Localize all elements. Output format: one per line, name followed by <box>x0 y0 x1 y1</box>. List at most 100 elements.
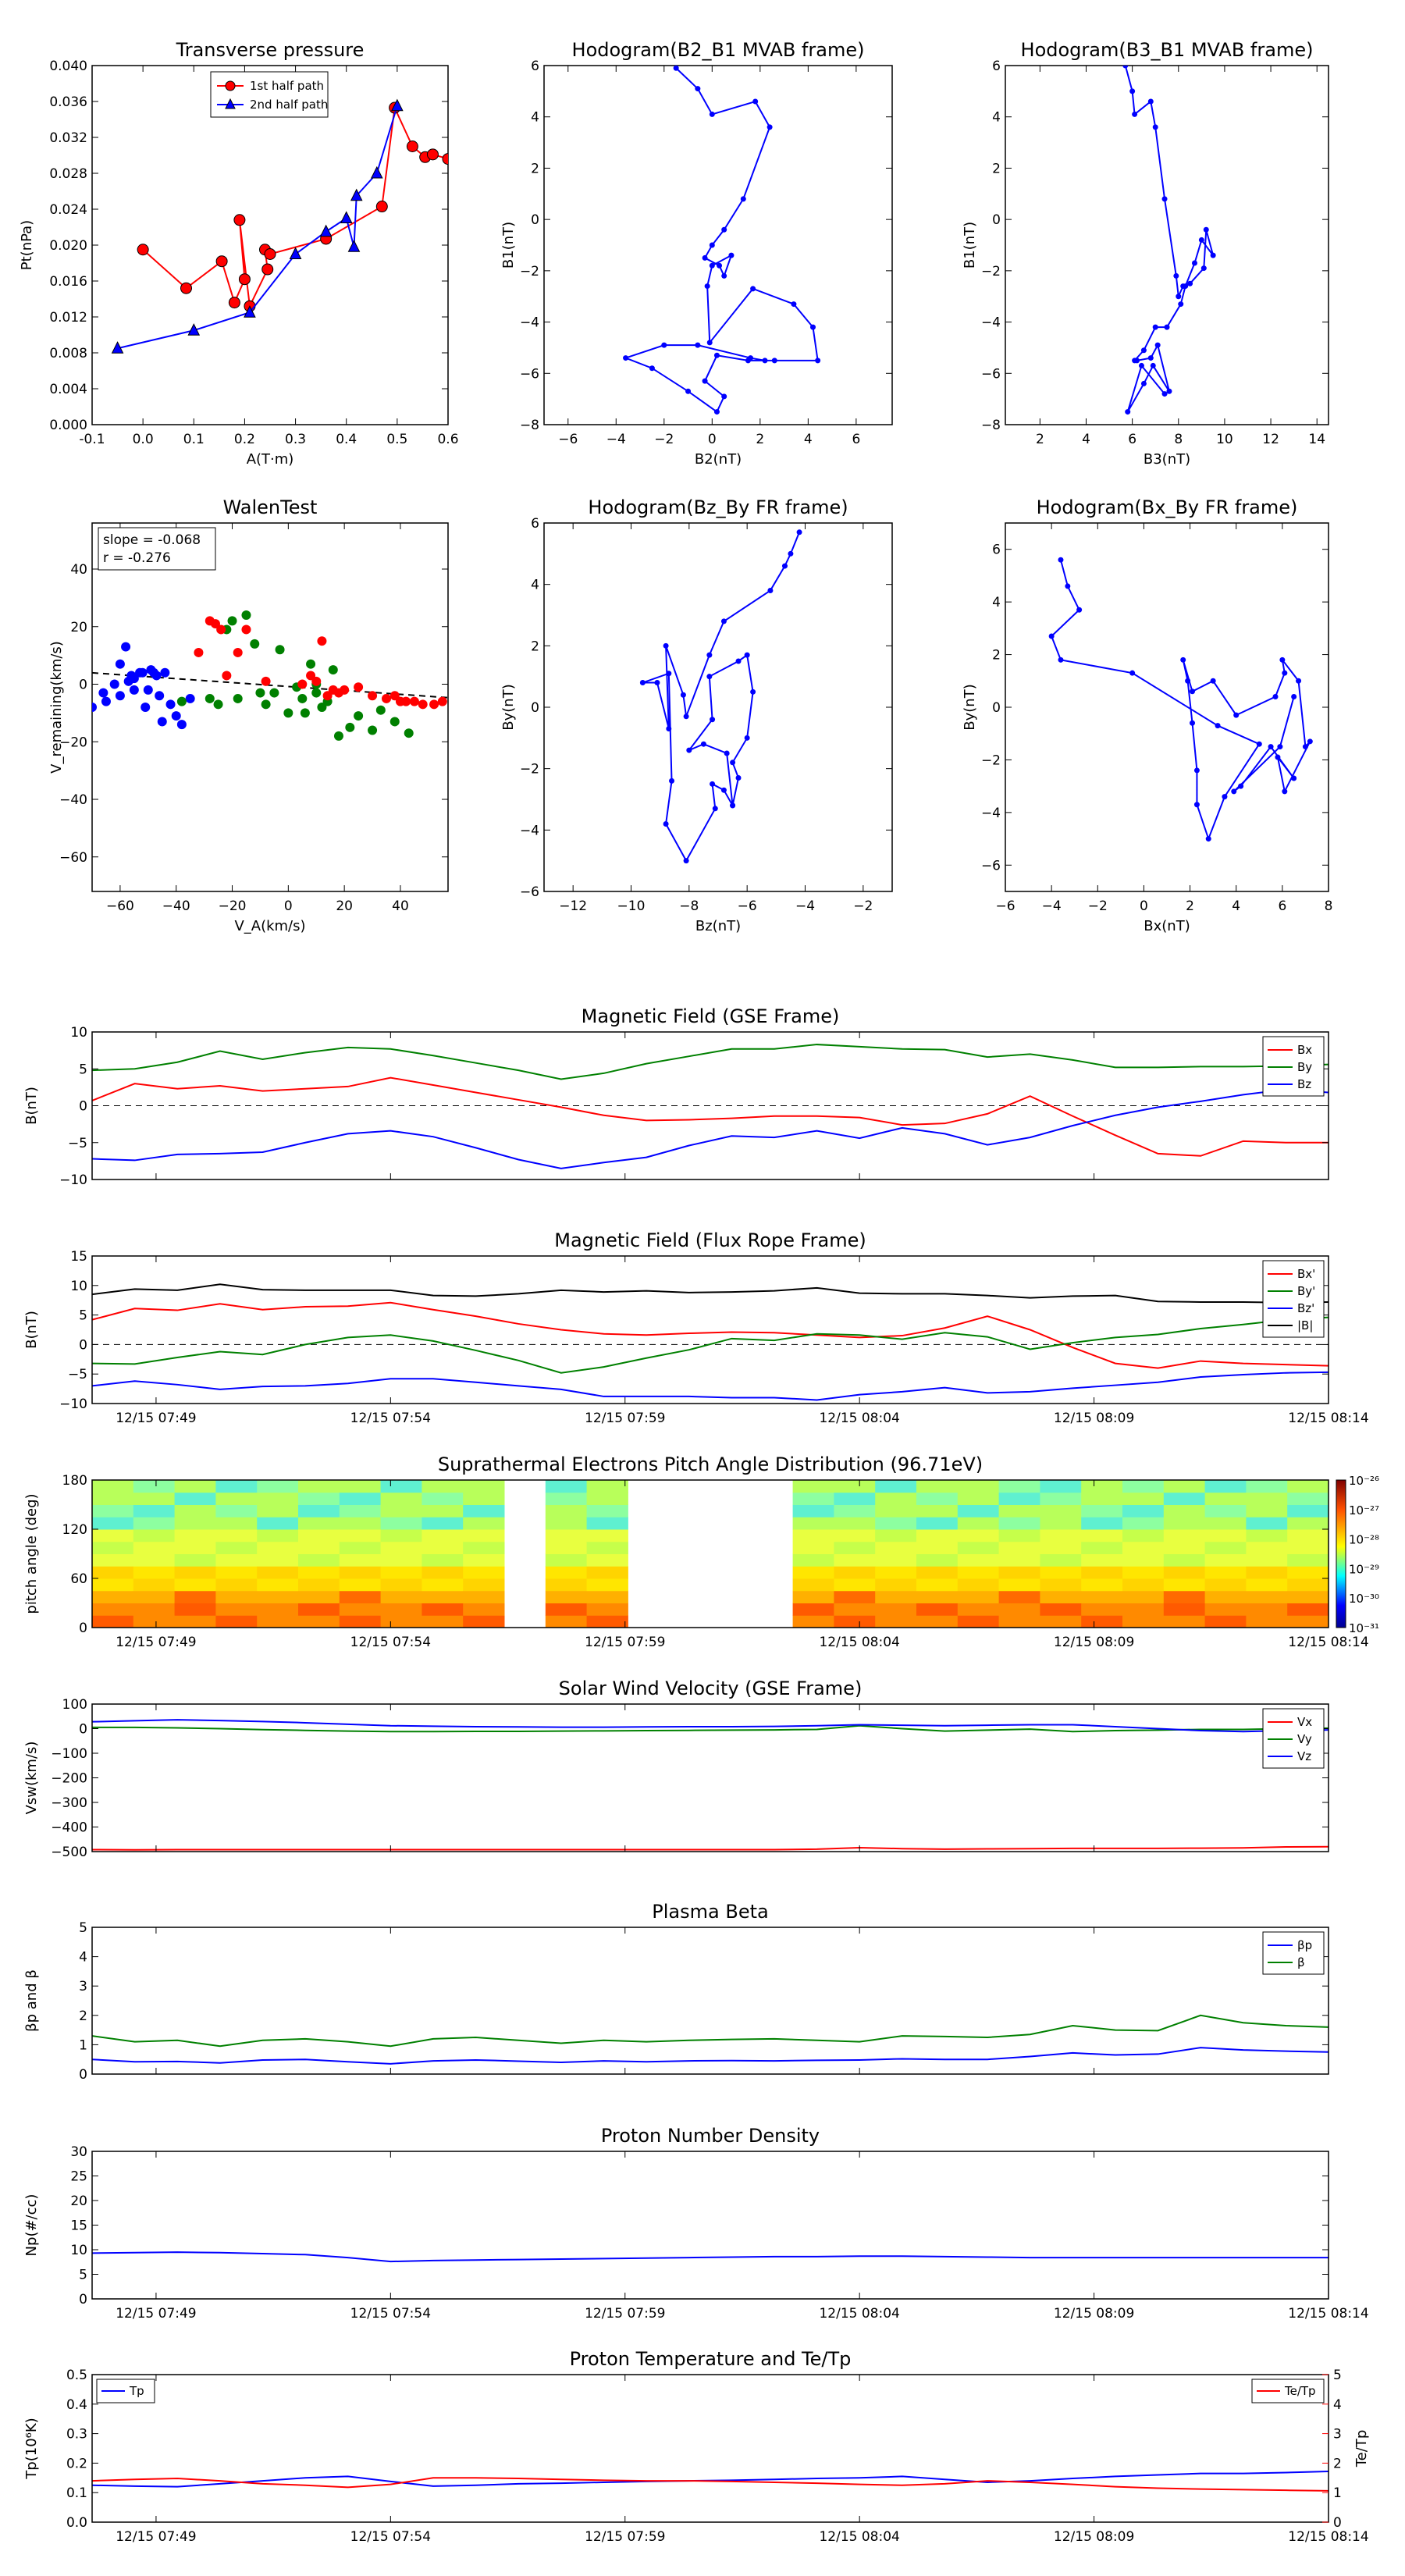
panel-4-point <box>429 699 439 710</box>
panel-9-ytick-label: 180 <box>62 1473 87 1489</box>
panel-4-ytick-label: −60 <box>59 850 87 866</box>
panel-3-point <box>1176 294 1182 300</box>
panel-6-point <box>1222 794 1228 800</box>
panel-4-annotation-text: r = -0.276 <box>103 550 171 566</box>
panel-9-cell <box>1287 1492 1329 1505</box>
panel-9-cell <box>834 1553 876 1567</box>
panel-4-point <box>261 699 271 710</box>
panel-3-ytick-label: 2 <box>992 161 1001 176</box>
panel-11-ytick-label: 0 <box>79 2067 87 2083</box>
panel-6-title: Hodogram(Bx_By FR frame) <box>1037 496 1298 518</box>
panel-9-cell <box>875 1553 917 1567</box>
panel-10-series-3-line <box>91 1719 1329 1733</box>
panel-9-cell <box>215 1603 258 1616</box>
panel-9-cell <box>1163 1590 1206 1603</box>
panel-9-cell <box>463 1615 505 1628</box>
panel-9-cell <box>174 1566 216 1579</box>
panel-4-point <box>115 691 125 701</box>
panel-9-cell <box>215 1480 258 1493</box>
panel-9-cell <box>1204 1529 1247 1542</box>
panel-4-point <box>437 696 447 706</box>
panel-6-point <box>1277 744 1283 750</box>
panel-8-ylabel: B(nT) <box>23 1311 40 1349</box>
panel-7-ytick-label: −5 <box>68 1136 87 1151</box>
panel-3-xtick-label: 8 <box>1174 432 1183 447</box>
panel-7-legend-label: Bz <box>1297 1077 1311 1091</box>
panel-9-cell <box>1163 1480 1206 1493</box>
panel-9-cell <box>1122 1578 1165 1592</box>
panel-9-cell <box>586 1541 628 1554</box>
panel-9-cell <box>1246 1541 1288 1554</box>
panel-3-point <box>1125 409 1131 415</box>
panel-9-cell <box>792 1492 834 1505</box>
panel-9-cell <box>834 1541 876 1554</box>
panel-11-ylabel: βp and β <box>23 1969 40 2032</box>
panel-1-legend-label: 1st half path <box>250 79 324 93</box>
panel-3-point <box>1187 280 1193 286</box>
panel-1-point <box>111 341 124 354</box>
panel-9-cell <box>380 1529 422 1542</box>
panel-9-cell <box>133 1541 176 1554</box>
panel-6-point <box>1307 738 1313 745</box>
panel-1-point <box>340 211 353 223</box>
panel-1-ytick-label: 0.020 <box>49 238 87 254</box>
panel-9-cell <box>545 1529 588 1542</box>
panel-9-cell <box>792 1603 834 1616</box>
panel-13-legend-label: Te/Tp <box>1284 2384 1316 2398</box>
panel-9-cell <box>998 1504 1040 1517</box>
panel-13-xtick-label: 12/15 07:49 <box>116 2529 196 2545</box>
panel-9-cell <box>834 1590 876 1603</box>
panel-9-cell <box>1122 1504 1165 1517</box>
panel-11-ytick-label: 3 <box>79 1979 87 1994</box>
panel-6-series-1-line <box>1050 559 1311 841</box>
panel-9-cell <box>133 1590 176 1603</box>
panel-3-point <box>1166 388 1172 394</box>
panel-9-cell <box>1204 1578 1247 1592</box>
panel-9-cell <box>174 1615 216 1628</box>
panel-9-cell <box>916 1578 959 1592</box>
panel-3-ylabel: B1(nT) <box>962 222 978 269</box>
panel-8-title: Magnetic Field (Flux Rope Frame) <box>554 1229 866 1251</box>
panel-9-cell <box>834 1504 876 1517</box>
panel-13-frame <box>91 2374 1329 2523</box>
panel-9-cell <box>380 1517 422 1530</box>
panel-4-point <box>165 699 176 710</box>
panel-9-cell <box>133 1517 176 1530</box>
panel-5-ytick-label: 4 <box>531 578 539 593</box>
panel-5-series-1-line <box>642 532 800 863</box>
panel-13-ytick-label: 0.3 <box>66 2427 87 2443</box>
panel-9-colorbar-label: 10⁻²⁶ <box>1349 1474 1379 1488</box>
panel-5-xtick-label: −2 <box>853 898 873 914</box>
panel-4-point <box>322 691 333 701</box>
panel-9-cell <box>380 1541 422 1554</box>
panel-9-cell <box>957 1529 1000 1542</box>
panel-9-xtick-label: 12/15 08:09 <box>1054 1635 1134 1650</box>
panel-13-ytick-label: 0.5 <box>66 2368 87 2383</box>
panel-4-point <box>269 688 279 698</box>
panel-9-cell <box>1246 1603 1288 1616</box>
panel-4-point <box>368 691 378 701</box>
panel-9-cell <box>174 1553 216 1567</box>
panel-9-cell <box>792 1504 834 1517</box>
panel-9-cell <box>1246 1517 1288 1530</box>
panel-13-ytick-right-label: 3 <box>1333 2427 1342 2443</box>
panel-2-point <box>702 378 708 384</box>
panel-2-ytick-label: 4 <box>531 110 539 126</box>
panel-4-point <box>92 703 97 712</box>
panel-2-plot <box>623 66 821 415</box>
panel-9-cell <box>339 1517 382 1530</box>
panel-2: Hodogram(B2_B1 MVAB frame) −6 −4 −2 0 2 4 6 −8 −6… <box>500 39 893 468</box>
panel-9-cell <box>174 1603 216 1616</box>
panel-9-cell <box>545 1615 588 1628</box>
panel-9-cell <box>1287 1566 1329 1579</box>
panel-4-point <box>368 725 378 735</box>
panel-9-cell <box>133 1615 176 1628</box>
panel-2-point <box>702 254 708 261</box>
panel-3-point <box>1152 124 1158 130</box>
panel-8-legend-label: Bz' <box>1297 1301 1314 1315</box>
panel-13-xtick-label: 12/15 07:54 <box>350 2529 431 2545</box>
panel-4-point <box>129 685 139 695</box>
panel-11-ytick-label: 4 <box>79 1950 87 1966</box>
panel-1-ytick-label: 0.028 <box>49 166 87 182</box>
panel-9-cell <box>1040 1603 1082 1616</box>
